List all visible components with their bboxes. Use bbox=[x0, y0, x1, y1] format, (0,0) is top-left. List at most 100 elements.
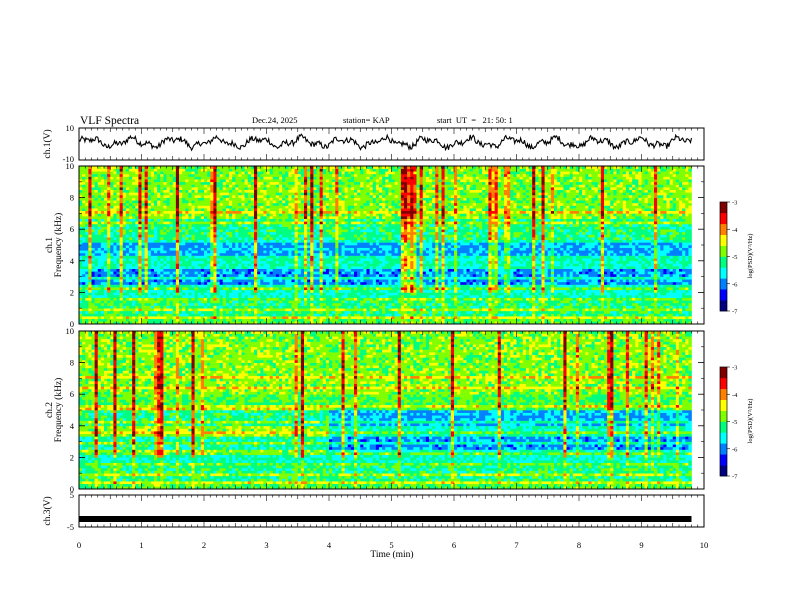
spectrogram-cell bbox=[554, 273, 558, 277]
spectrogram-cell bbox=[607, 321, 611, 325]
spectrogram-cell bbox=[129, 318, 133, 322]
spectrogram-cell bbox=[504, 263, 508, 267]
spectrogram-cell bbox=[260, 273, 264, 277]
spectrogram-cell bbox=[385, 281, 389, 285]
spectrogram-cell bbox=[432, 316, 436, 320]
spectrogram-cell bbox=[660, 316, 664, 320]
spectrogram-cell bbox=[200, 313, 205, 317]
spectrogram-cell bbox=[229, 295, 233, 298]
spectrogram-cell bbox=[688, 279, 692, 283]
spectrogram-cell bbox=[463, 316, 467, 320]
spectrogram-cell bbox=[629, 318, 633, 322]
spectrogram-cell bbox=[154, 271, 158, 275]
spectrogram-cell bbox=[310, 297, 314, 301]
spectrogram-cell bbox=[632, 313, 636, 317]
spectrogram-cell bbox=[263, 279, 267, 283]
spectrogram-cell bbox=[616, 313, 620, 317]
spectrogram-cell bbox=[400, 300, 405, 304]
spectrogram-cell bbox=[535, 321, 539, 325]
ch1-waveform-ylabel: ch.1(V) bbox=[42, 129, 53, 158]
spectrogram-cell bbox=[475, 308, 480, 312]
spectrogram-cell bbox=[400, 263, 405, 267]
spectrogram-cell bbox=[225, 305, 230, 309]
spectrogram-cell bbox=[510, 268, 514, 272]
spectrogram-cell bbox=[135, 271, 139, 275]
spectrogram-cell bbox=[479, 308, 483, 312]
spectrogram-cell bbox=[235, 305, 239, 309]
spectrogram-cell bbox=[563, 284, 567, 288]
spectrogram-cell bbox=[144, 271, 149, 275]
spectrogram-cell bbox=[110, 310, 114, 314]
spectrogram-cell bbox=[116, 318, 120, 322]
spectrogram-cell bbox=[166, 279, 170, 283]
spectrogram-cell bbox=[79, 263, 83, 267]
spectrogram-cell bbox=[282, 266, 286, 269]
spectrogram-cell bbox=[650, 310, 655, 314]
spectrogram-cell bbox=[629, 316, 633, 320]
spectrogram-cell bbox=[372, 302, 377, 306]
spectrogram-cell bbox=[632, 271, 636, 275]
spectrogram-cell bbox=[566, 279, 570, 283]
spectrogram-cell bbox=[169, 268, 174, 272]
spectrogram-cell bbox=[188, 263, 192, 267]
spectrogram-cell bbox=[507, 313, 511, 317]
spectrogram-cell bbox=[469, 308, 474, 312]
spectrogram-cell bbox=[222, 313, 227, 317]
spectrogram-cell bbox=[675, 310, 680, 314]
spectrogram-cell bbox=[454, 295, 458, 298]
spectrogram-cell bbox=[616, 266, 620, 269]
spectrogram-cell bbox=[332, 284, 336, 288]
spectrogram-cell bbox=[288, 279, 292, 283]
spectrogram-cell bbox=[166, 321, 170, 325]
spectrogram-cell bbox=[279, 276, 283, 280]
spectrogram-cell bbox=[257, 308, 261, 312]
spectrogram-cell bbox=[347, 300, 352, 304]
spectrogram-cell bbox=[400, 289, 405, 293]
spectrogram-cell bbox=[350, 318, 355, 322]
spectrogram-cell bbox=[494, 271, 499, 275]
spectrogram-cell bbox=[229, 321, 233, 325]
spectrogram-cell bbox=[304, 276, 308, 280]
spectrogram-cell bbox=[397, 273, 402, 277]
spectrogram-cell bbox=[216, 305, 220, 309]
spectrogram-cell bbox=[350, 260, 355, 264]
spectrogram-cell bbox=[532, 313, 536, 317]
spectrogram-cell bbox=[422, 287, 427, 291]
spectrogram-cell bbox=[238, 292, 242, 296]
spectrogram-cell bbox=[79, 308, 83, 312]
spectrogram-cell bbox=[422, 318, 427, 322]
spectrogram-cell bbox=[182, 321, 186, 325]
spectrogram-cell bbox=[385, 266, 389, 269]
spectrogram-cell bbox=[444, 268, 449, 272]
spectrogram-cell bbox=[229, 313, 233, 317]
spectrogram-cell bbox=[266, 287, 270, 291]
spectrogram-cell bbox=[150, 308, 155, 312]
spectrogram-cell bbox=[232, 310, 236, 314]
spectrogram-cell bbox=[135, 268, 139, 272]
spectrogram-cell bbox=[366, 308, 370, 312]
spectrogram-cell bbox=[522, 268, 527, 272]
spectrogram-cell bbox=[519, 281, 524, 285]
spectrogram-cell bbox=[660, 260, 664, 264]
spectrogram-cell bbox=[557, 263, 561, 267]
spectrogram-cell bbox=[450, 273, 455, 277]
spectrogram-cell bbox=[257, 295, 261, 298]
spectrogram-cell bbox=[232, 295, 236, 298]
spectrogram-cell bbox=[594, 273, 599, 277]
spectrogram-cell bbox=[647, 297, 652, 301]
spectrogram-cell bbox=[632, 292, 636, 296]
spectrogram-cell bbox=[100, 273, 105, 277]
spectrogram-cell bbox=[163, 276, 167, 280]
spectrogram-cell bbox=[104, 266, 108, 269]
spectrogram-cell bbox=[91, 271, 95, 275]
spectrogram-cell bbox=[388, 305, 392, 309]
spectrogram-cell bbox=[157, 289, 161, 293]
spectrogram-cell bbox=[97, 321, 102, 325]
spectrogram-cell bbox=[582, 287, 586, 291]
spectrogram-cell bbox=[144, 289, 149, 293]
spectrogram-cell bbox=[279, 292, 283, 296]
spectrogram-cell bbox=[288, 292, 292, 296]
spectrogram-cell bbox=[335, 271, 339, 275]
spectrogram-cell bbox=[635, 318, 639, 322]
spectrogram-cell bbox=[435, 260, 439, 264]
